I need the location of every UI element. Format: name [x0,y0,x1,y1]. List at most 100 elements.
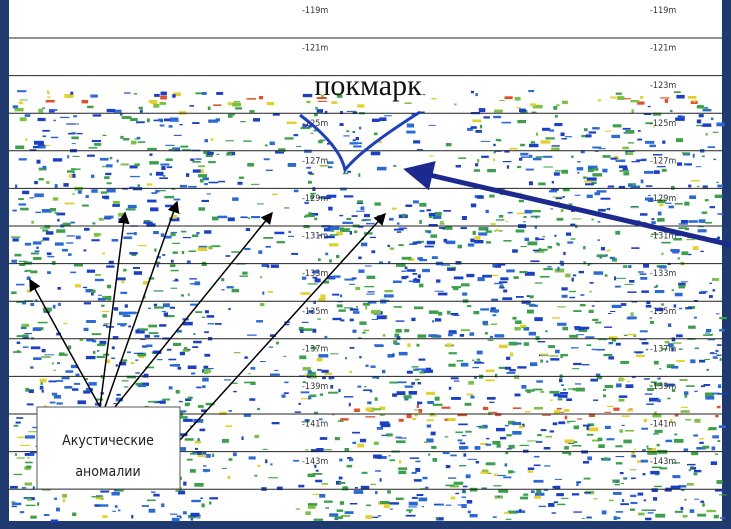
speckle [710,206,715,208]
speckle [565,439,574,443]
speckle [354,142,363,144]
speckle [244,356,247,358]
speckle [557,218,564,221]
speckle [519,200,524,203]
speckle [228,217,235,221]
speckle [228,476,231,479]
speckle [619,399,625,402]
speckle [671,186,675,190]
speckle [259,96,263,99]
speckle [454,103,456,105]
speckle [683,515,688,518]
speckle [662,169,667,172]
speckle [466,394,473,396]
speckle [412,497,418,499]
speckle [499,215,503,218]
speckle [100,491,109,493]
speckle [393,353,395,357]
speckle [417,405,419,408]
speckle [485,332,488,334]
speckle [643,473,646,475]
speckle [239,177,244,179]
speckle [617,159,621,161]
speckle [674,439,684,443]
speckle [407,269,416,272]
speckle [42,390,44,393]
speckle [344,307,353,308]
depth-label: -121m [650,44,676,54]
speckle [531,141,536,143]
speckle [593,168,599,171]
speckle [690,509,695,513]
speckle [605,274,608,276]
speckle [343,173,349,175]
speckle [636,159,645,161]
speckle [439,227,445,229]
speckle [67,235,75,236]
speckle [567,241,573,243]
speckle [719,425,726,428]
speckle [31,253,39,255]
speckle [712,435,719,438]
speckle [188,397,193,400]
speckle [42,108,45,109]
speckle [396,440,406,443]
speckle [703,123,712,127]
speckle [399,352,408,356]
speckle [708,146,716,148]
speckle [364,286,374,287]
speckle [250,382,255,385]
speckle [494,152,496,154]
speckle [694,499,699,500]
speckle [555,170,561,171]
speckle [301,292,311,295]
speckle [346,218,351,220]
speckle [260,361,266,362]
speckle [592,349,597,350]
speckle [70,92,73,95]
speckle [646,403,654,405]
speckle [488,340,494,341]
speckle [254,475,257,477]
speckle [102,196,109,199]
speckle [630,509,635,511]
speckle [308,181,312,184]
speckle [650,471,659,474]
speckle [688,254,691,255]
speckle [155,190,159,193]
speckle [19,203,27,205]
speckle [147,200,156,203]
speckle [192,452,198,453]
speckle [84,302,91,304]
speckle [121,163,129,165]
speckle [137,184,140,187]
speckle [272,194,278,196]
speckle [319,298,326,301]
depth-label: -137m [650,344,676,354]
speckle [234,352,240,353]
speckle [204,366,209,368]
speckle [375,470,381,472]
speckle [336,255,339,258]
speckle [242,436,244,440]
speckle [312,329,316,333]
speckle [521,385,526,389]
speckle [572,445,581,447]
speckle [168,359,176,361]
speckle [204,230,211,233]
speckle [135,359,138,361]
speckle [530,295,534,298]
speckle [404,329,409,332]
speckle [94,233,99,237]
speckle [257,408,260,410]
speckle [503,161,512,162]
speckle [27,457,30,458]
speckle [492,441,500,445]
speckle [604,327,612,328]
speckle [92,140,101,142]
speckle [205,310,209,313]
speckle [153,231,159,234]
speckle [358,226,364,227]
speckle [688,96,697,99]
speckle [77,133,83,134]
